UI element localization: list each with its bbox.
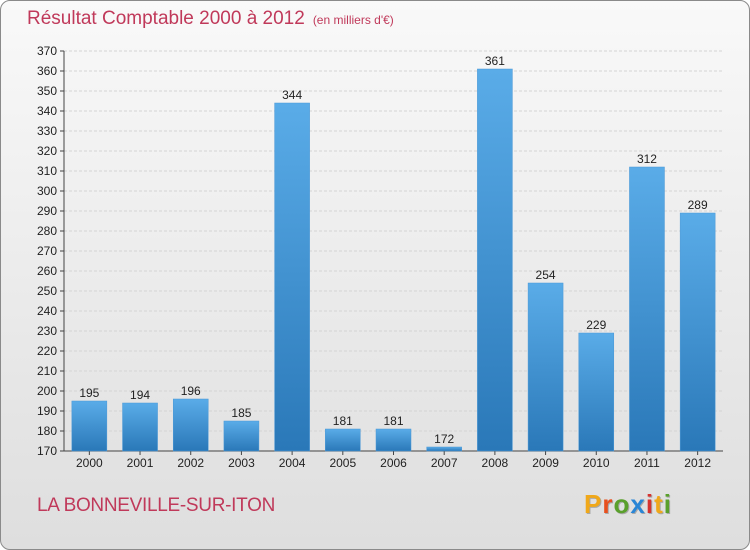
y-tick-label: 320	[37, 144, 57, 158]
data-label-2002: 196	[181, 384, 201, 398]
logo-letter: i	[663, 489, 672, 519]
x-tick-label-2008: 2008	[482, 456, 509, 470]
data-labels: 195 194 196 185 344 181 181 172 361 254 229 312 289	[79, 54, 708, 446]
bar-2006	[375, 428, 412, 452]
logo-letter: i	[645, 489, 655, 519]
y-tick-label: 360	[37, 64, 57, 78]
y-tick-label: 330	[37, 124, 57, 138]
y-tick-label: 370	[37, 44, 57, 58]
y-tick-label: 180	[37, 424, 57, 438]
chart-unit: (en milliers d'€)	[312, 13, 394, 27]
chart-title: Résultat Comptable 2000 à 2012	[27, 8, 305, 29]
y-tick-label: 290	[37, 204, 57, 218]
logo-letter: P	[584, 489, 603, 519]
data-label-2009: 254	[536, 268, 556, 282]
logo-letter: t	[654, 489, 664, 519]
x-tick-label-2005: 2005	[329, 456, 356, 470]
bar-2007	[426, 446, 462, 452]
grid-lines	[64, 50, 723, 432]
x-tick-label-2004: 2004	[279, 456, 306, 470]
y-tick-label: 230	[37, 324, 57, 338]
logo-letter: x	[630, 489, 646, 519]
y-tick-label: 350	[37, 84, 57, 98]
bar-2004	[274, 102, 310, 452]
y-tick-label: 270	[37, 244, 57, 258]
location-name: LA BONNEVILLE-SUR-ITON	[37, 495, 276, 516]
y-tick-label: 300	[37, 184, 57, 198]
y-tick-label: 170	[37, 444, 57, 458]
data-label-2006: 181	[383, 414, 403, 428]
y-tick-label: 280	[37, 224, 57, 238]
bar-2011	[629, 166, 665, 452]
data-label-2003: 185	[231, 406, 251, 420]
data-label-2007: 172	[434, 432, 454, 446]
bars	[71, 68, 716, 452]
data-label-2012: 289	[688, 198, 708, 212]
logo-letter: r	[602, 489, 614, 519]
y-tick-label: 200	[37, 384, 57, 398]
x-tick-label-2007: 2007	[431, 456, 458, 470]
y-tick-label: 220	[37, 344, 57, 358]
bar-2003	[223, 420, 260, 452]
data-label-2008: 361	[485, 54, 505, 68]
bar-2002	[172, 398, 209, 452]
y-tick-label: 310	[37, 164, 57, 178]
chart-title-block: Résultat Comptable 2000 à 2012 (en millie…	[27, 8, 394, 30]
bar-2010	[578, 332, 615, 452]
y-tick-label: 260	[37, 264, 57, 278]
x-tick-label-2003: 2003	[228, 456, 255, 470]
x-tick-label-2010: 2010	[583, 456, 610, 470]
data-label-2010: 229	[586, 318, 606, 332]
x-tick-label-2001: 2001	[127, 456, 154, 470]
x-tick-label-2009: 2009	[532, 456, 559, 470]
data-label-2000: 195	[79, 386, 99, 400]
x-tick-labels: 2000 2001 2002 2003 2004 2005 2006 2007 2008 2009…	[76, 456, 711, 470]
x-tick-label-2000: 2000	[76, 456, 103, 470]
bar-2001	[122, 402, 158, 452]
bar-2008	[477, 68, 513, 452]
bar-chart: 170 180 190 200 210 220 230 240 250 260 270 280 290 3…	[37, 44, 723, 470]
x-tick-label-2006: 2006	[380, 456, 407, 470]
proxiti-logo: Proxiti	[584, 489, 672, 520]
y-tick-labels: 170 180 190 200 210 220 230 240 250 260 270 280 290 3…	[37, 44, 57, 458]
x-tick-label-2002: 2002	[177, 456, 204, 470]
data-label-2005: 181	[333, 414, 353, 428]
bar-2005	[325, 428, 361, 452]
data-label-2004: 344	[282, 88, 302, 102]
x-tick-label-2012: 2012	[684, 456, 711, 470]
logo-letter: o	[613, 489, 631, 519]
bar-2012	[679, 212, 716, 452]
y-tick-label: 240	[37, 304, 57, 318]
bar-2000	[71, 400, 108, 452]
bar-2009	[527, 282, 564, 452]
y-tick-label: 190	[37, 404, 57, 418]
data-label-2011: 312	[637, 152, 657, 166]
axes	[60, 50, 723, 455]
data-label-2001: 194	[130, 388, 150, 402]
y-tick-label: 250	[37, 284, 57, 298]
x-tick-label-2011: 2011	[634, 456, 660, 470]
y-tick-label: 340	[37, 104, 57, 118]
y-tick-label: 210	[37, 364, 57, 378]
